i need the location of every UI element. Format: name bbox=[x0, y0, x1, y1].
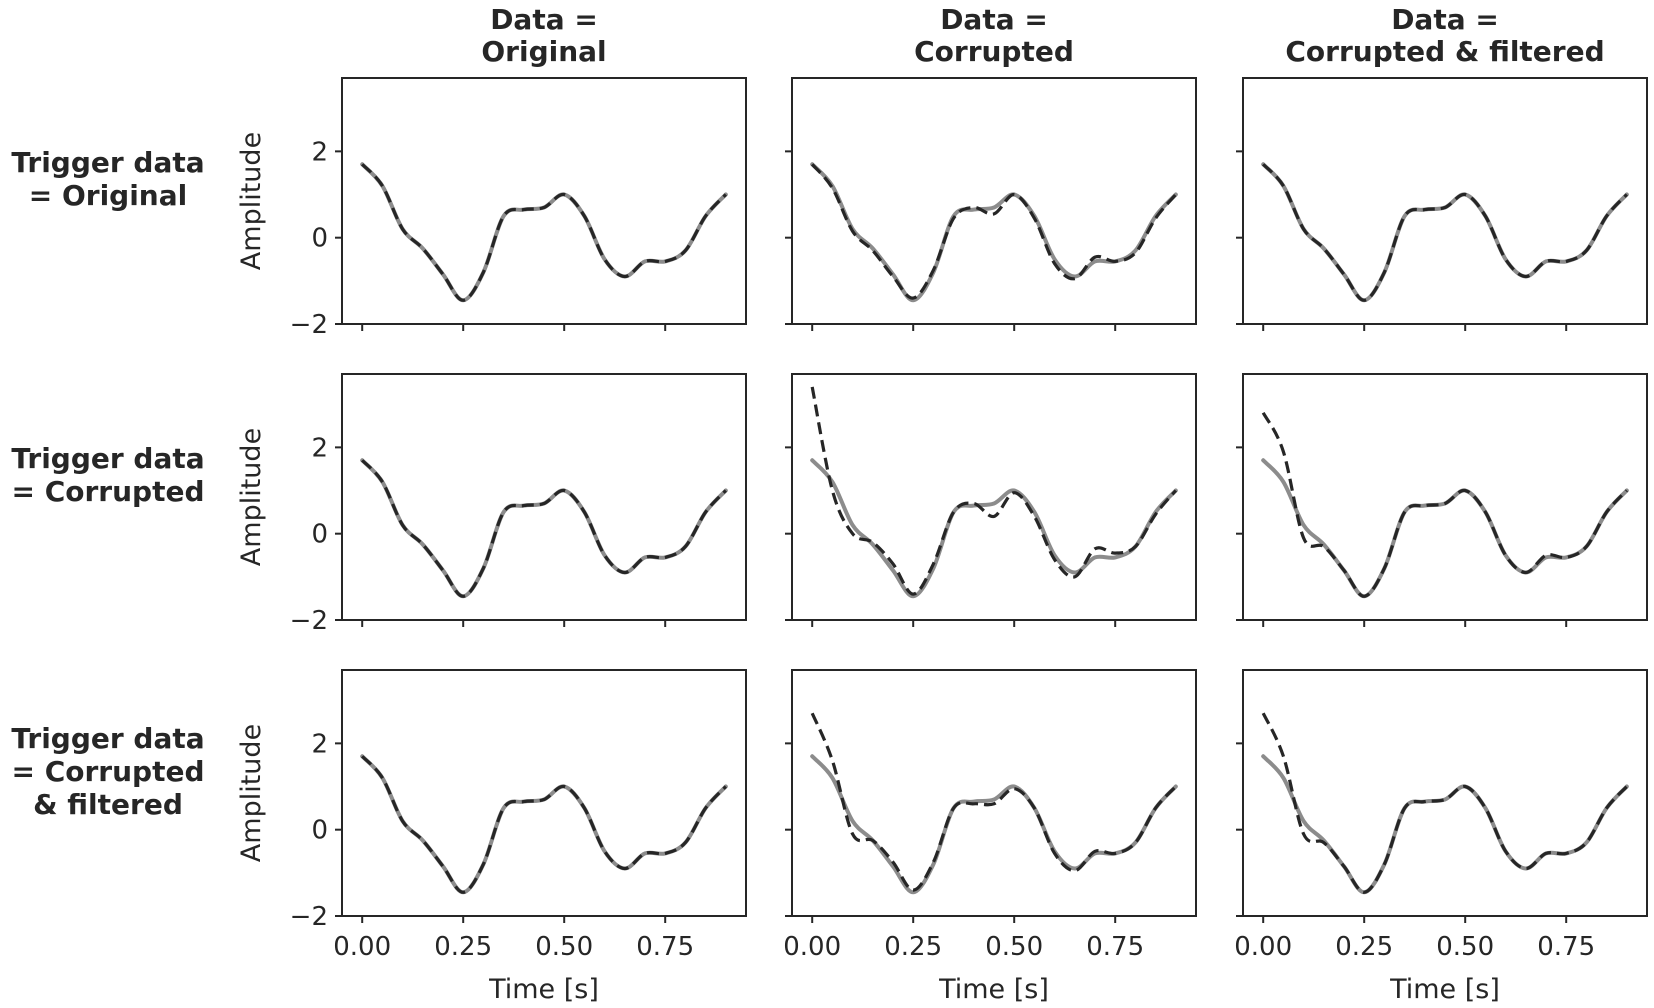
reference-series-line bbox=[1261, 458, 1629, 599]
x-tick-label: 0.50 bbox=[985, 932, 1043, 962]
y-tick-label: 2 bbox=[311, 433, 328, 463]
y-axis-label: Amplitude bbox=[236, 132, 267, 270]
x-tick-label: 0.50 bbox=[1436, 932, 1494, 962]
column-title: Corrupted bbox=[914, 35, 1074, 68]
plot-frame bbox=[791, 373, 1197, 621]
x-tick-label: 0.50 bbox=[535, 932, 593, 962]
x-axis-label: Time [s] bbox=[938, 974, 1049, 1005]
reference-series-line bbox=[360, 754, 728, 895]
x-tick-label: 0.00 bbox=[333, 932, 391, 962]
x-tick-label: 0.25 bbox=[884, 932, 942, 962]
overlay-series-line bbox=[361, 755, 727, 894]
overlay-series-line bbox=[1261, 412, 1628, 598]
y-tick-label: 2 bbox=[311, 137, 328, 167]
reference-series-line bbox=[360, 162, 728, 303]
x-tick-label: 0.25 bbox=[434, 932, 492, 962]
row-title: Trigger data bbox=[11, 722, 204, 755]
column-title: Data = bbox=[490, 3, 598, 36]
y-axis-label: Amplitude bbox=[236, 428, 267, 566]
column-title: Original bbox=[481, 35, 606, 68]
plot-frame bbox=[341, 77, 747, 325]
row-title: = Corrupted bbox=[11, 475, 204, 508]
x-axis-label: Time [s] bbox=[488, 974, 599, 1005]
plot-frame bbox=[341, 373, 747, 621]
row-title: Trigger data bbox=[11, 442, 204, 475]
column-title: Corrupted & filtered bbox=[1285, 35, 1604, 68]
column-title: Data = bbox=[1391, 3, 1499, 36]
overlay-series-line bbox=[361, 459, 727, 598]
y-tick-label: 2 bbox=[311, 729, 328, 759]
row-title: & filtered bbox=[33, 788, 183, 821]
y-tick-label: −2 bbox=[290, 310, 328, 340]
row-title: Trigger data bbox=[11, 146, 204, 179]
y-tick-label: 0 bbox=[311, 224, 328, 254]
overlay-series-line bbox=[810, 386, 1178, 596]
y-axis-label: Amplitude bbox=[236, 724, 267, 862]
plot-frame bbox=[341, 669, 747, 917]
x-tick-label: 0.00 bbox=[1234, 932, 1292, 962]
overlay-series-line bbox=[1262, 163, 1628, 302]
column-title: Data = bbox=[940, 3, 1048, 36]
x-tick-label: 0.75 bbox=[636, 932, 694, 962]
y-tick-label: 0 bbox=[311, 520, 328, 550]
plot-frame bbox=[791, 669, 1197, 917]
reference-series-line bbox=[360, 458, 728, 599]
overlay-series-line bbox=[1261, 712, 1628, 894]
x-axis-label: Time [s] bbox=[1389, 974, 1500, 1005]
plot-frame bbox=[1242, 77, 1648, 325]
plot-frame bbox=[791, 77, 1197, 325]
x-tick-label: 0.25 bbox=[1335, 932, 1393, 962]
x-tick-label: 0.00 bbox=[783, 932, 841, 962]
overlay-series-line bbox=[810, 712, 1177, 892]
plot-frame bbox=[1242, 373, 1648, 621]
x-tick-label: 0.75 bbox=[1086, 932, 1144, 962]
plot-frame bbox=[1242, 669, 1648, 917]
reference-series-line bbox=[1261, 162, 1629, 303]
overlay-series-line bbox=[361, 163, 727, 302]
overlay-series-line bbox=[810, 163, 1178, 300]
row-title: = Original bbox=[29, 179, 187, 212]
row-title: = Corrupted bbox=[11, 755, 204, 788]
y-tick-label: −2 bbox=[290, 606, 328, 636]
reference-series-line bbox=[810, 162, 1178, 303]
reference-series-line bbox=[1261, 754, 1629, 895]
y-tick-label: 0 bbox=[311, 816, 328, 846]
reference-series-line bbox=[810, 754, 1178, 895]
x-tick-label: 0.75 bbox=[1537, 932, 1595, 962]
reference-series-line bbox=[810, 458, 1178, 599]
y-tick-label: −2 bbox=[290, 902, 328, 932]
